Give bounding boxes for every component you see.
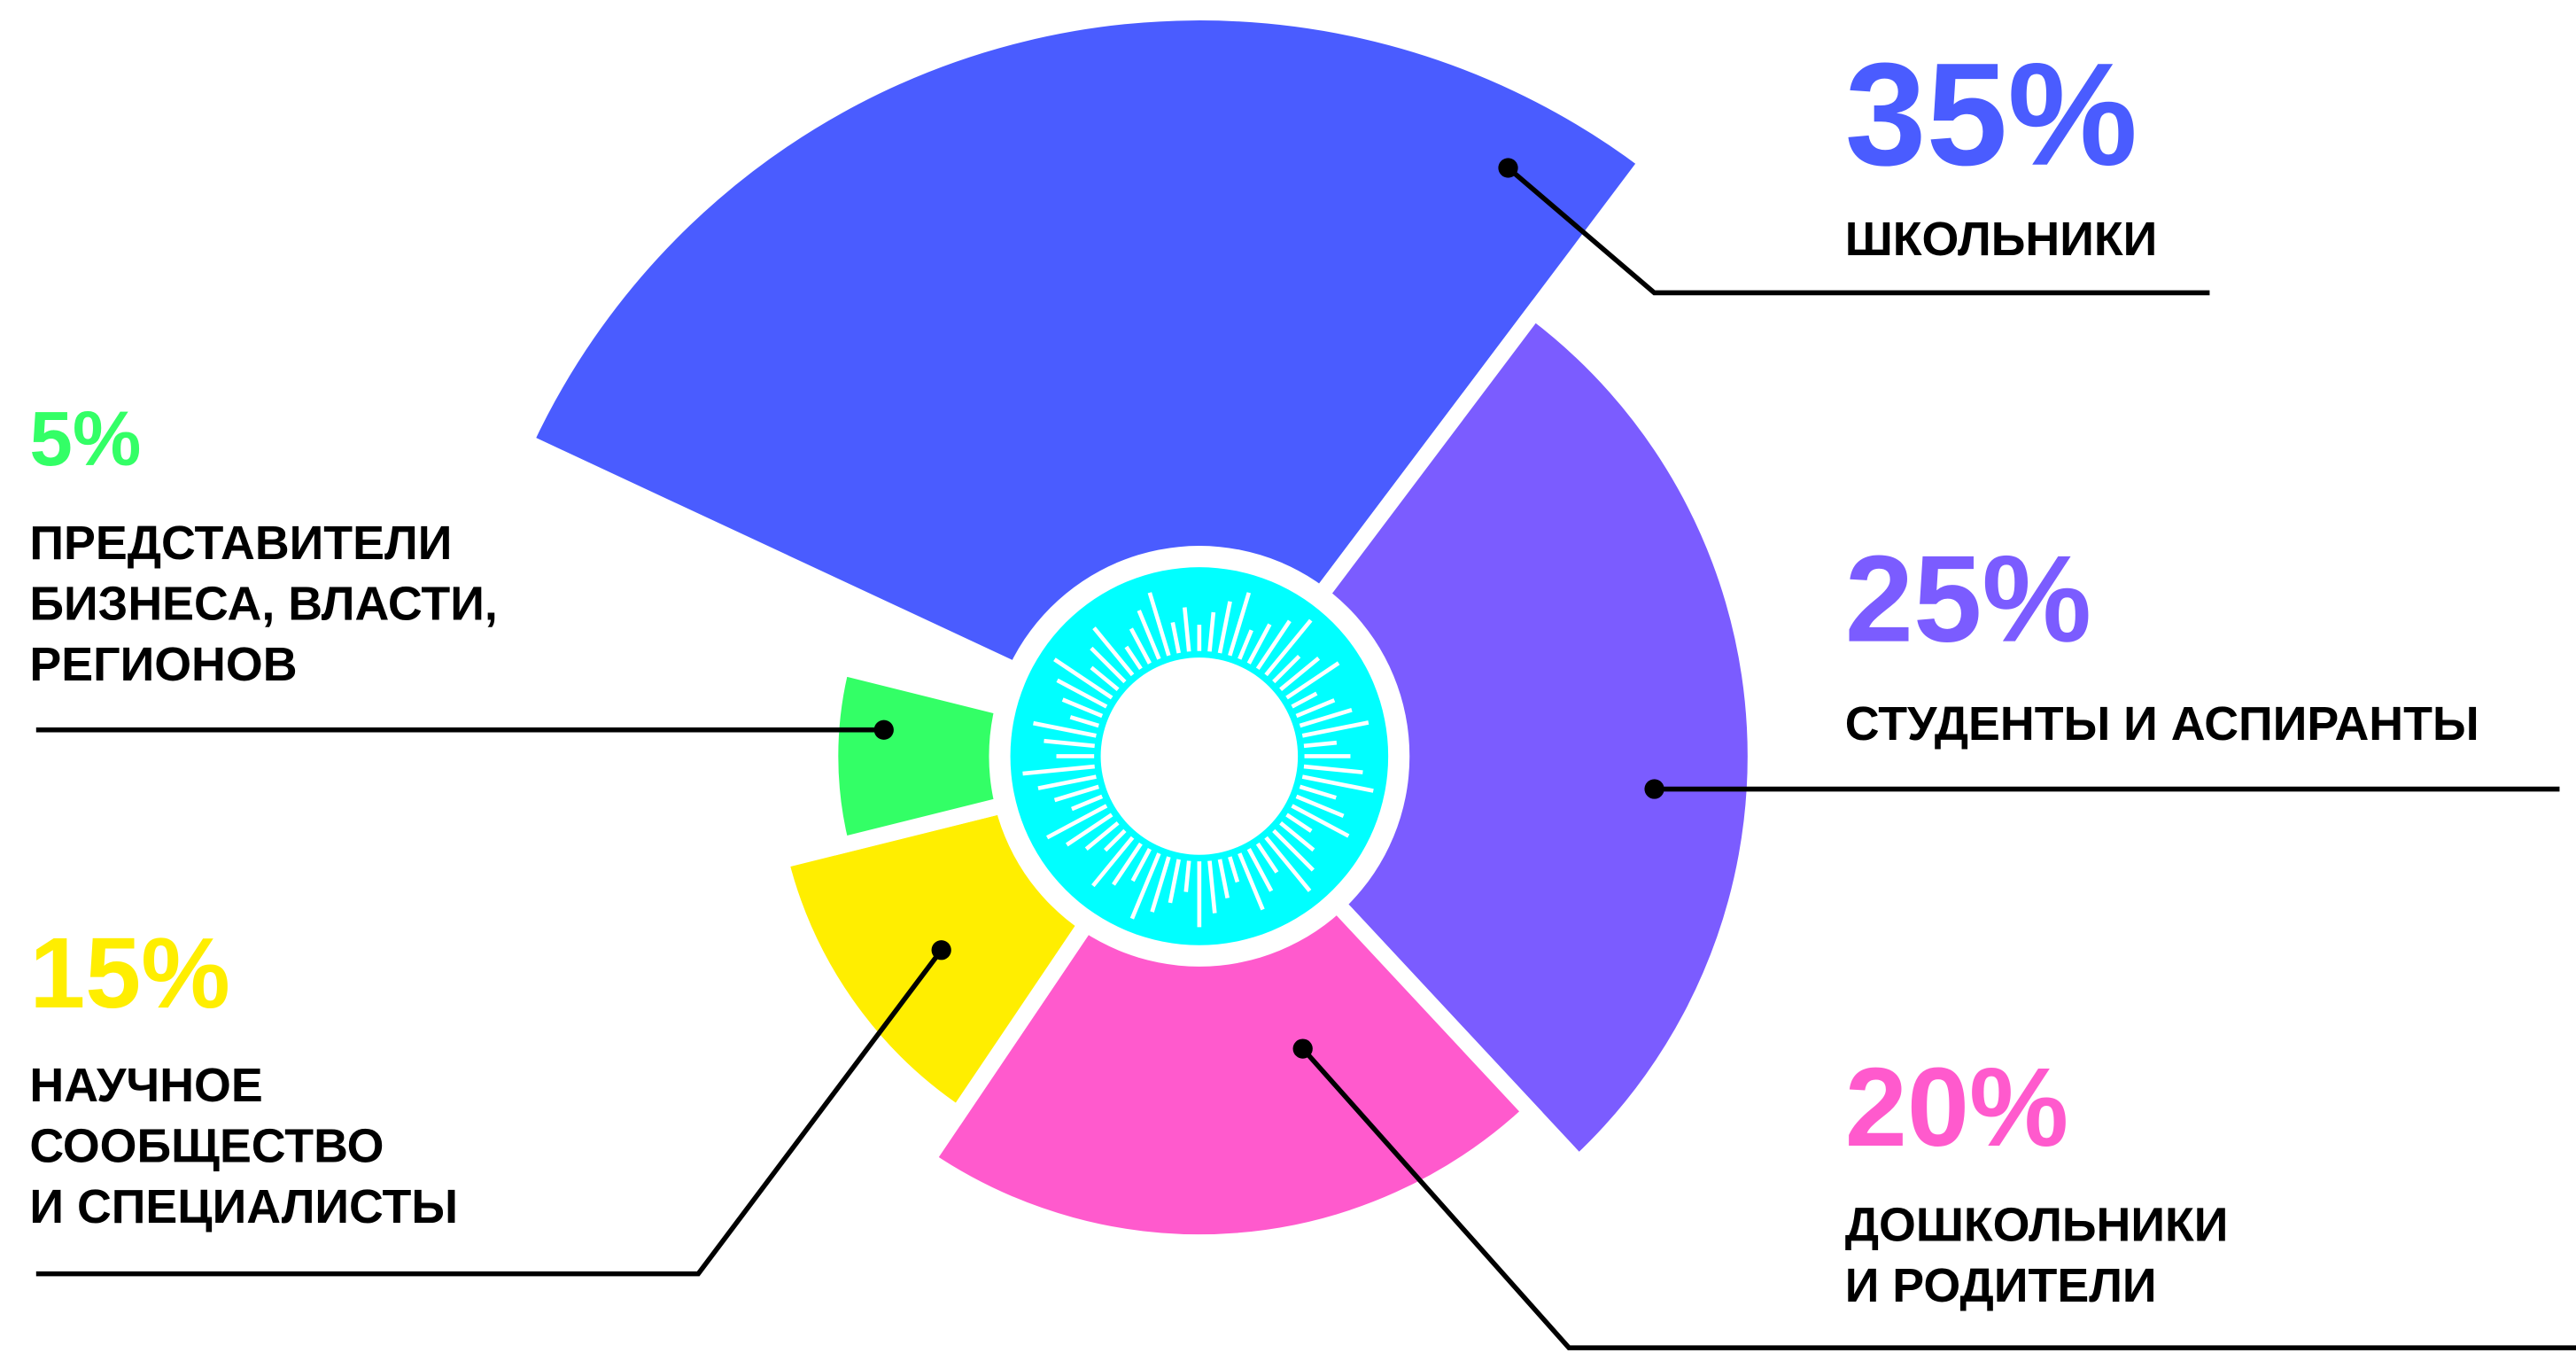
category-label: СООБЩЕСТВО bbox=[29, 1120, 384, 1173]
value-label: 20% bbox=[1845, 1045, 2068, 1170]
leader-dot bbox=[932, 940, 951, 960]
category-label: ШКОЛЬНИКИ bbox=[1845, 213, 2158, 266]
category-label: РЕГИОНОВ bbox=[29, 638, 297, 691]
category-label: И РОДИТЕЛИ bbox=[1845, 1259, 2157, 1312]
category-label: БИЗНЕСА, ВЛАСТИ, bbox=[29, 578, 497, 631]
page: 35% ШКОЛЬНИКИ 25% СТУДЕНТЫ И АСПИРАНТЫ 20% ДО… bbox=[0, 0, 2576, 1353]
category-label: ДОШКОЛЬНИКИ bbox=[1845, 1199, 2229, 1252]
leader-dot bbox=[1293, 1038, 1313, 1058]
chart: 35% ШКОЛЬНИКИ 25% СТУДЕНТЫ И АСПИРАНТЫ 20% ДО… bbox=[0, 0, 2576, 1353]
category-label: СТУДЕНТЫ И АСПИРАНТЫ bbox=[1845, 697, 2479, 750]
center-hole bbox=[1101, 657, 1299, 855]
value-label: 35% bbox=[1845, 33, 2138, 196]
category-label: ПРЕДСТАВИТЕЛИ bbox=[29, 517, 452, 570]
leader-dot bbox=[874, 720, 894, 740]
value-label: 25% bbox=[1845, 531, 2091, 668]
value-label: 5% bbox=[29, 396, 141, 482]
value-label: 15% bbox=[29, 917, 229, 1029]
leader-dot bbox=[1644, 779, 1664, 798]
category-label: И СПЕЦИАЛИСТЫ bbox=[29, 1180, 458, 1233]
category-label: НАУЧНОЕ bbox=[29, 1059, 262, 1112]
leader-dot bbox=[1498, 158, 1517, 177]
